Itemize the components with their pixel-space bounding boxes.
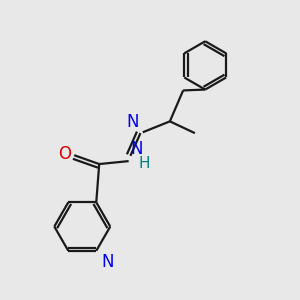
- Text: O: O: [58, 145, 70, 163]
- Text: N: N: [127, 113, 139, 131]
- Text: N: N: [130, 140, 142, 158]
- Text: H: H: [138, 156, 150, 171]
- Text: N: N: [102, 253, 114, 271]
